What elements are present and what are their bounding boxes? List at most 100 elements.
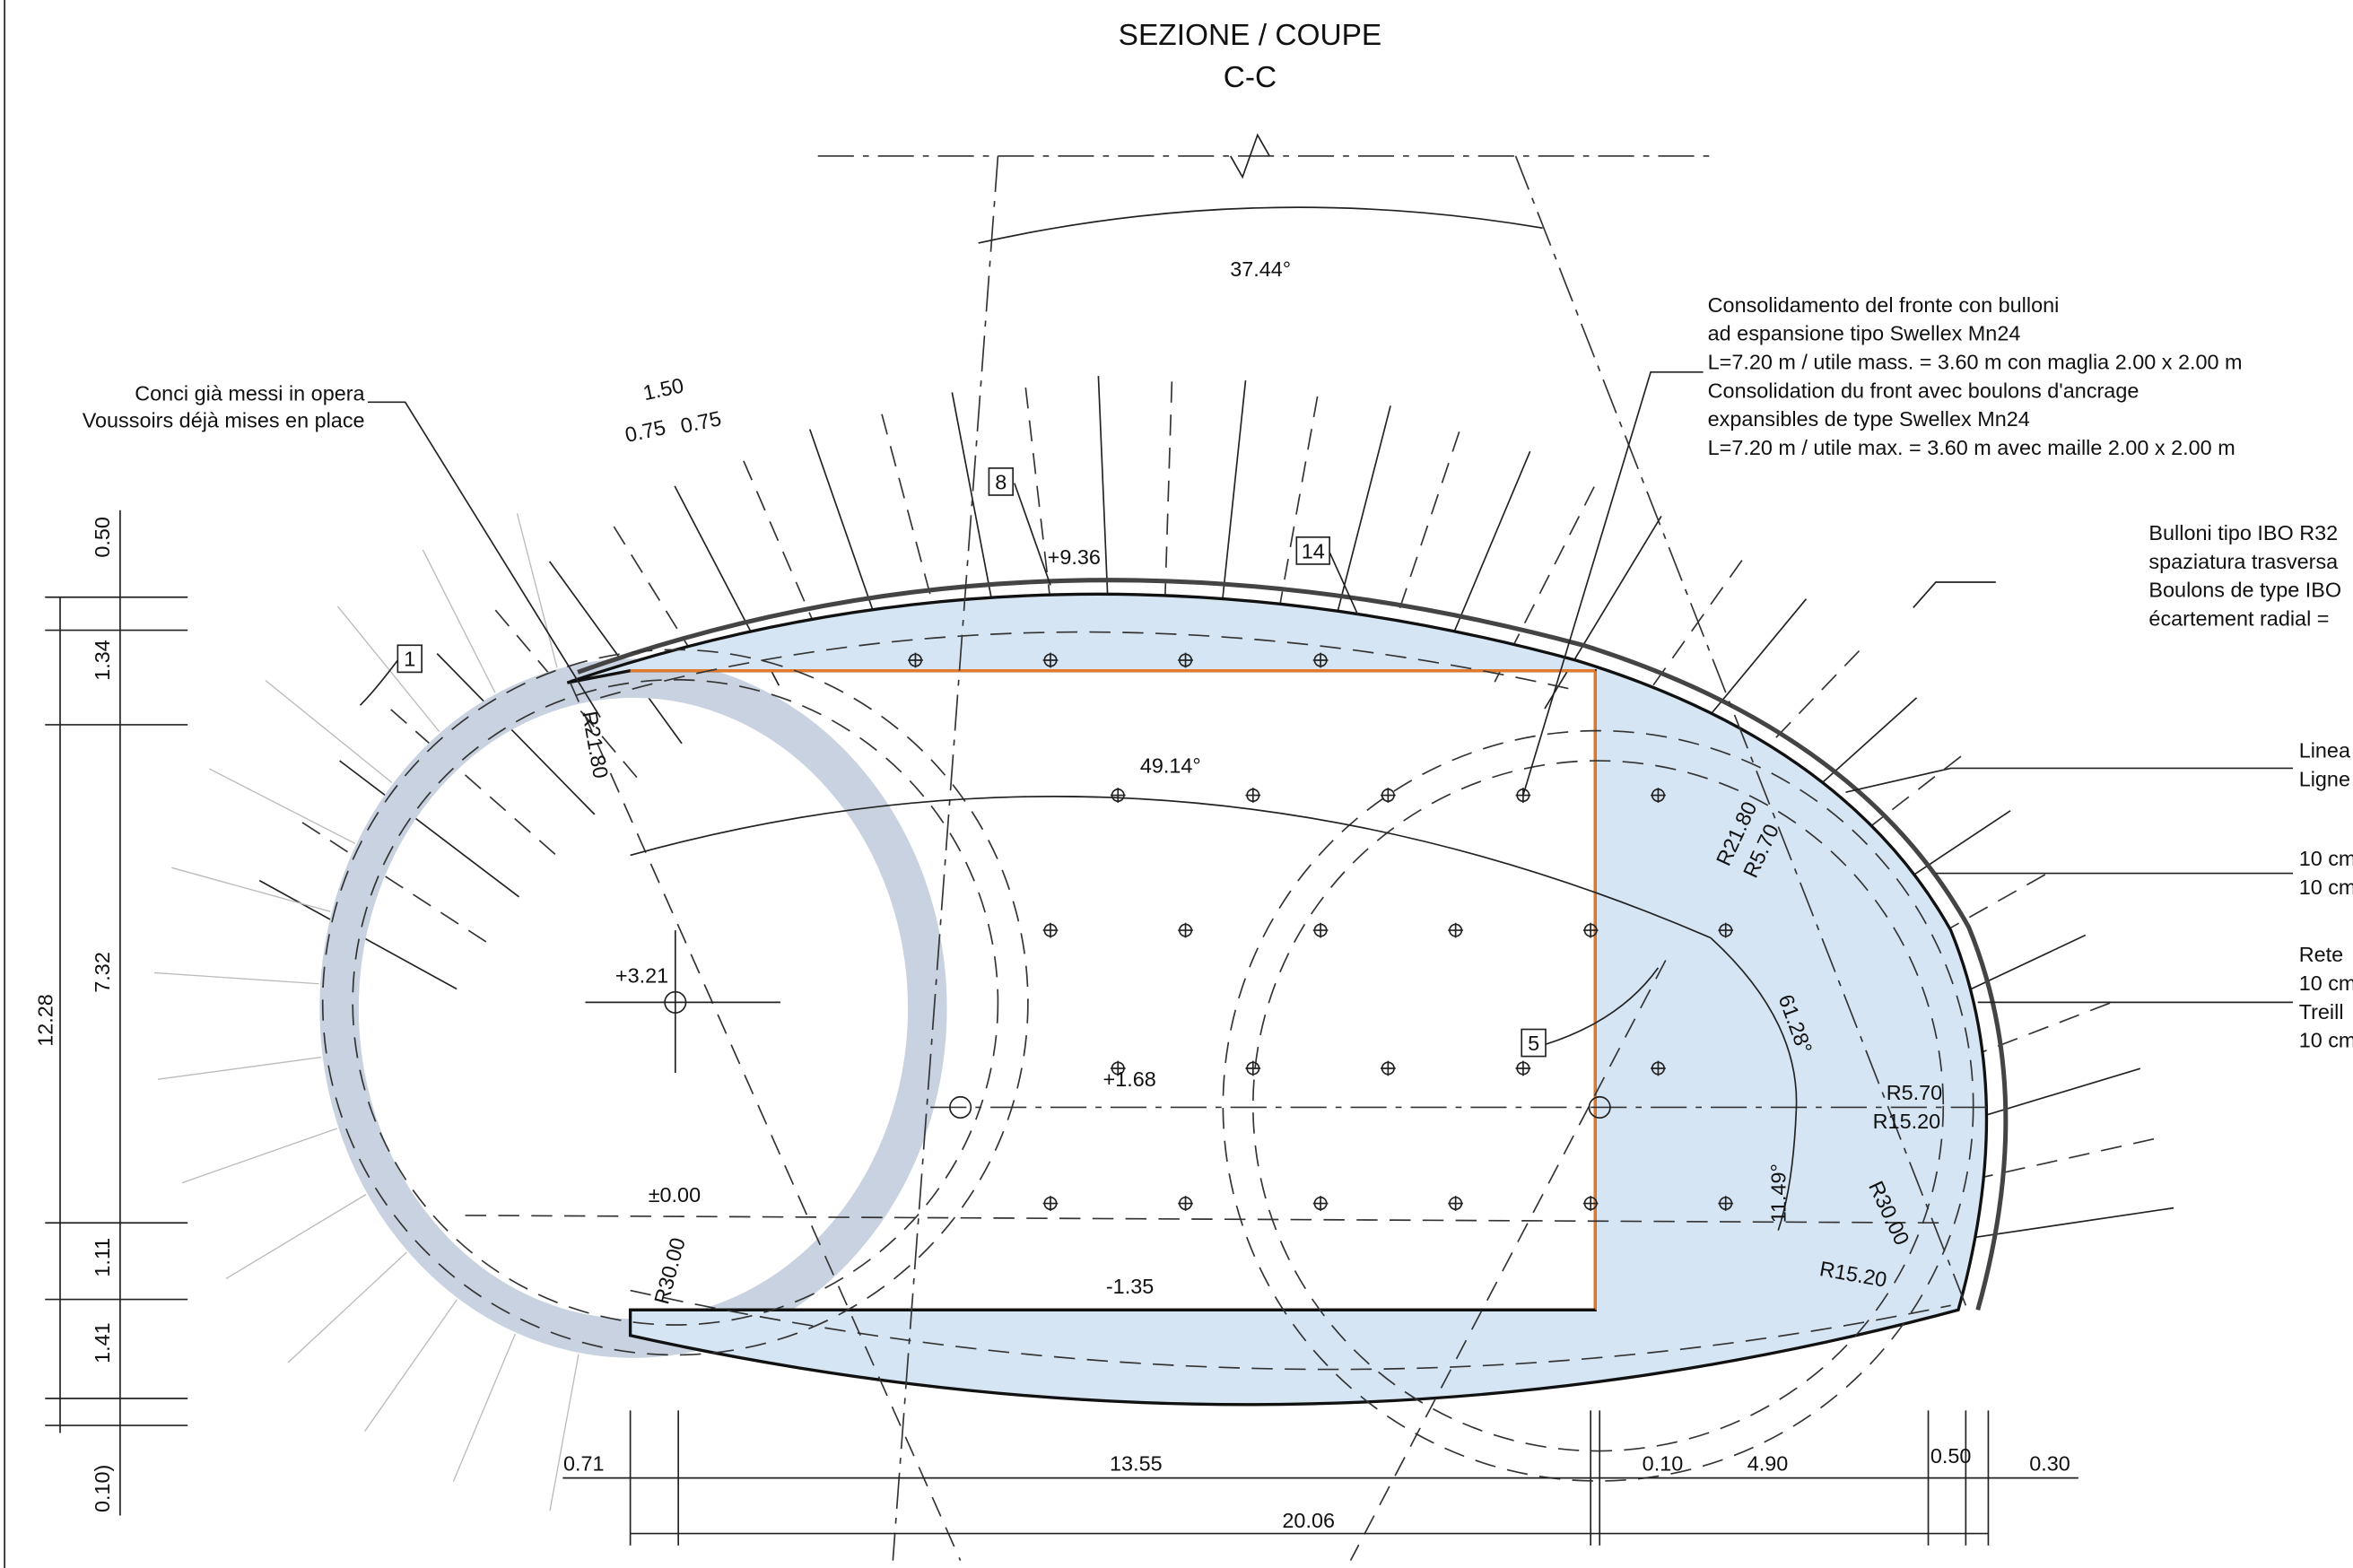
old-bolt: [225, 1193, 367, 1280]
callout-label: 14: [1302, 539, 1325, 562]
old-bolt: [452, 1333, 517, 1482]
leader: [367, 401, 601, 719]
note: L=7.20 m / utile max. = 3.60 m avec mail…: [1708, 436, 2235, 459]
lining-outer: [577, 578, 2009, 1311]
note: Ligne: [2299, 768, 2350, 791]
leader: [1522, 371, 1704, 796]
angle-arc: [1777, 1110, 1798, 1231]
bolt: [296, 818, 487, 943]
bolt: [808, 429, 885, 642]
dimension: 0.50: [1930, 1444, 1972, 1468]
old-bolt: [157, 1056, 322, 1080]
callout-box: [1521, 1028, 1547, 1058]
note: 10 cm: [2299, 1029, 2353, 1052]
dimension: 0.50: [91, 517, 114, 558]
leader: [1913, 581, 1996, 609]
note: Treill: [2299, 1000, 2344, 1024]
level: +1.68: [1103, 1067, 1156, 1091]
leader: [1545, 967, 1660, 1046]
note: expansibles de type Swellex Mn24: [1708, 407, 2030, 431]
old-bolt: [181, 1128, 338, 1184]
note: Rete: [2299, 943, 2343, 966]
bolt: [548, 561, 683, 745]
note: ad espansione tipo Swellex Mn24: [1708, 322, 2021, 345]
note: 10 cm: [2299, 971, 2353, 995]
bolt: [436, 653, 596, 815]
axis-line: [892, 155, 999, 1561]
axis-line: [1514, 155, 1967, 1306]
note: spaziatura trasversa: [2148, 550, 2339, 573]
old-bolt: [209, 768, 356, 844]
bolt: [1442, 450, 1531, 659]
dimension: 4.90: [1747, 1451, 1789, 1475]
angle-label: 11.49°: [1767, 1163, 1791, 1223]
old-bolt: [516, 513, 558, 668]
construction-arc: [599, 631, 1576, 699]
leader: [1845, 767, 2294, 794]
leader: [1329, 552, 1359, 616]
angle-arc: [1710, 936, 1798, 1111]
dimension: 1.11: [91, 1238, 114, 1277]
bolt: [1163, 375, 1173, 601]
construction-arc: [630, 1289, 1951, 1371]
note: écartement radial =: [2148, 607, 2329, 631]
subtitle: C-C: [1224, 61, 1277, 94]
radius: R5.70: [1887, 1081, 1942, 1104]
note: Linea: [2299, 739, 2351, 762]
dimension: 0.10: [1643, 1451, 1684, 1475]
bolt: [1097, 376, 1109, 601]
dim-ticks: [45, 596, 188, 1426]
bolt: [1333, 405, 1391, 624]
bolt: [386, 704, 556, 855]
construction-circle: [352, 678, 999, 1326]
old-bolt: [265, 679, 393, 783]
note: L=7.20 m / utile mass. = 3.60 m con magl…: [1708, 350, 2243, 373]
angle-label: 49.14°: [1140, 754, 1201, 777]
dimension: 20.06: [1282, 1509, 1335, 1532]
center-mark: [1588, 1095, 1611, 1119]
note: Conci già messi in opera: [135, 382, 365, 405]
angle-arc: [630, 796, 1712, 939]
dim-ticks: [629, 1410, 1990, 1546]
dimension: 0.71: [563, 1451, 605, 1475]
level: +3.21: [615, 964, 668, 988]
note: Consolidamento del fronte con bulloni: [1708, 293, 2060, 317]
note: Boulons de type IBO: [2148, 579, 2341, 602]
dimension: 1.41: [91, 1322, 114, 1363]
angle-arc: [978, 206, 1543, 244]
leader: [1014, 483, 1051, 586]
face-bolts: [908, 652, 1734, 1211]
leader: [359, 659, 399, 706]
bolt: [1221, 380, 1247, 605]
dimension: 7.32: [91, 952, 114, 993]
callout-box: [1295, 536, 1330, 565]
level: +9.36: [1048, 545, 1101, 569]
dimension: 0.10): [91, 1465, 114, 1512]
callout-box: [988, 467, 1015, 496]
construction-circle: [321, 649, 1029, 1356]
callout-label: 5: [1528, 1032, 1539, 1055]
construction-line: [1349, 960, 1667, 1562]
dimension: 1.34: [91, 640, 114, 681]
title: SEZIONE / COUPE: [1119, 19, 1382, 52]
old-bolt: [171, 867, 331, 912]
callout-label: 8: [995, 470, 1007, 493]
angle-label: 37.44°: [1230, 257, 1291, 281]
bolt: [1950, 1206, 2174, 1242]
note: Voussoirs déjà mises en place: [83, 409, 365, 432]
construction-circle: [1222, 729, 1974, 1482]
bolt: [951, 392, 996, 614]
bolt: [339, 760, 520, 898]
dimension: 0.30: [2029, 1451, 2070, 1475]
lining: [566, 592, 1989, 1407]
old-bolt: [287, 1251, 407, 1363]
construction-line: [465, 1215, 1951, 1224]
level: ±0.00: [649, 1183, 701, 1206]
construction-circle: [1251, 760, 1945, 1452]
old-bolt: [336, 605, 440, 733]
old-bolt: [422, 549, 496, 693]
bolt: [1024, 381, 1052, 605]
note: Consolidation du front avec boulons d'an…: [1708, 379, 2139, 402]
